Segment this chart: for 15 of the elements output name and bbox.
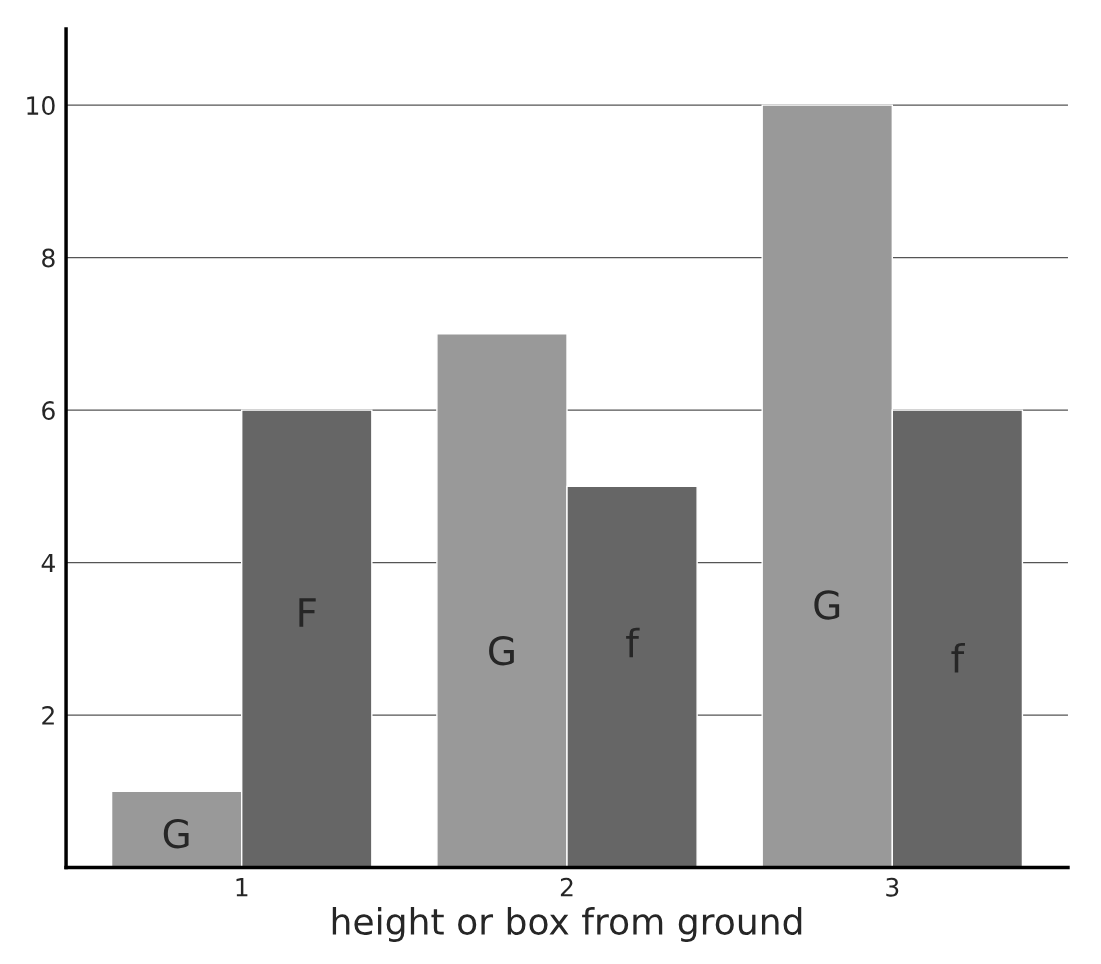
annotation: f	[951, 642, 965, 673]
annotation: G	[814, 590, 840, 620]
y-tick-label: 6	[42, 401, 55, 420]
x-tick-label: 3	[886, 877, 899, 897]
annotation: G	[163, 818, 189, 849]
y-tick-label: 2	[42, 706, 54, 725]
y-tick-label: 10	[27, 96, 55, 116]
annotation: G	[489, 635, 514, 666]
x-tick-label: 1	[236, 878, 248, 897]
annotation: f	[626, 627, 640, 658]
y-tick-label: 4	[41, 553, 55, 573]
x-axis-title: height or box from ground	[332, 907, 802, 943]
annotation: F	[299, 598, 316, 627]
x-tick-label: 2	[560, 877, 573, 897]
y-tick-label: 8	[42, 248, 55, 268]
